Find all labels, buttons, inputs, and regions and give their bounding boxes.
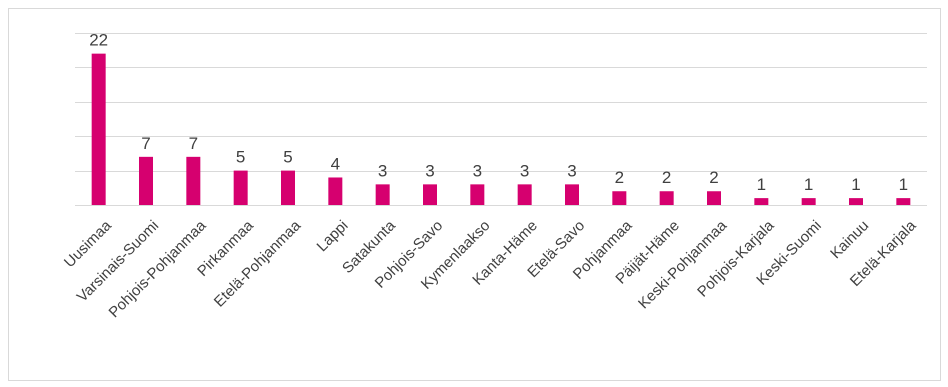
chart-container: 22 7 7 5 5 4 3 3 3 3 3 2 2 2 1 1 1 1 Uusimaa Varsinais-Suo… (8, 8, 941, 381)
data-label: 7 (141, 134, 150, 153)
data-label: 2 (662, 168, 671, 187)
category-tick-label: Kainuu (827, 217, 872, 262)
bar (659, 191, 674, 205)
bar (849, 198, 863, 205)
bar (186, 156, 201, 205)
bar (91, 53, 106, 205)
category-tick-labels: UusimaaVarsinais-SuomiPohjois-PohjanmaaP… (61, 217, 920, 321)
data-label: 2 (615, 168, 624, 187)
data-label: 4 (331, 154, 340, 173)
data-label: 3 (378, 161, 387, 180)
bar (375, 184, 390, 205)
bar (801, 198, 816, 205)
data-label: 1 (899, 175, 908, 194)
bar (707, 191, 721, 205)
data-label: 3 (425, 161, 434, 180)
bars (91, 53, 911, 205)
category-tick-label: Varsinais-Suomi (74, 217, 162, 305)
data-label: 7 (189, 134, 198, 153)
category-tick-label: Keski-Pohjanmaa (635, 217, 731, 313)
data-label: 3 (520, 161, 529, 180)
bar-chart: 227 75 5 4 3 3 3 3 3 2 2 2 1 1 1 1 UusimaaVarsinais-Suo… (61, 31, 927, 321)
data-labels: 227 75 5 4 3 3 3 3 3 2 2 2 1 1 1 1 (89, 31, 908, 194)
bar (565, 184, 579, 205)
data-label: 5 (236, 148, 245, 167)
bar (517, 184, 532, 205)
bar (139, 156, 153, 205)
gridlines (75, 33, 927, 206)
category-tick-label: Etelä-Pohjanmaa (211, 217, 305, 311)
bar (754, 198, 769, 205)
data-label: 1 (851, 175, 860, 194)
data-label: 1 (757, 175, 766, 194)
data-label: 2 (709, 168, 718, 187)
bar (896, 198, 911, 205)
bar (328, 177, 343, 205)
data-label: 22 (89, 31, 108, 50)
data-label: 5 (283, 148, 292, 167)
bar (281, 170, 295, 205)
bar (612, 191, 627, 205)
bar (423, 184, 437, 205)
data-label: 3 (567, 161, 576, 180)
category-tick-label: Lappi (314, 217, 352, 255)
bar (233, 170, 248, 205)
data-label: 1 (804, 175, 813, 194)
bar (470, 184, 485, 205)
data-label: 3 (473, 161, 482, 180)
